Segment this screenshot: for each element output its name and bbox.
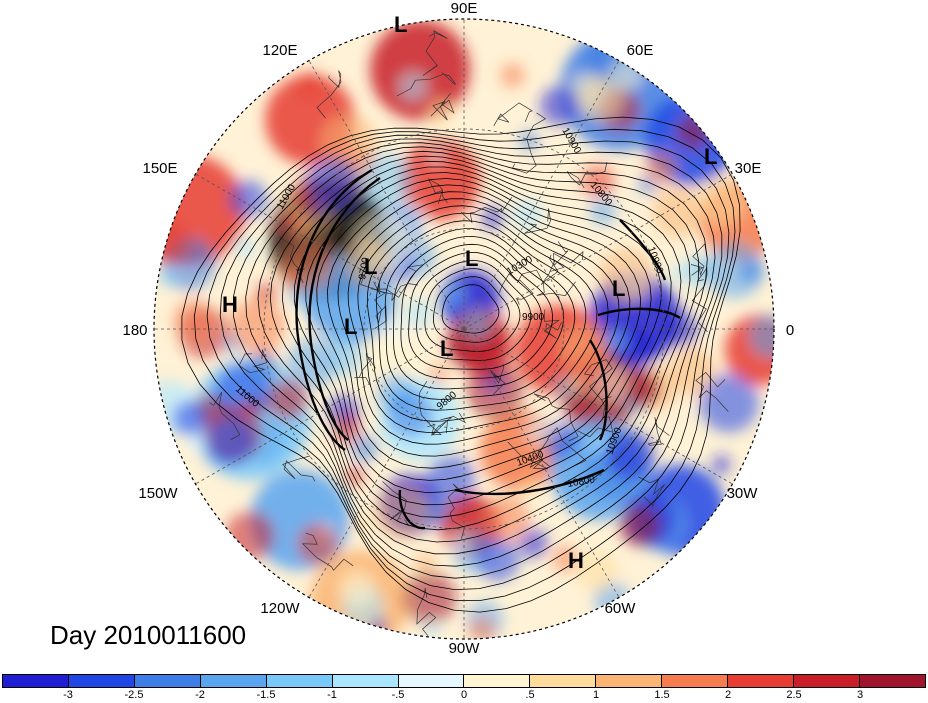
colorbar-swatch — [794, 675, 860, 687]
contour-label: 9900 — [522, 312, 545, 323]
colorbar-tick-label: -2 — [195, 689, 205, 701]
colorbar-tick-label: 2.5 — [786, 689, 802, 701]
longitude-label: 150E — [142, 160, 178, 177]
colorbar-tick-label: 1 — [592, 689, 600, 701]
colorbar-swatch — [3, 675, 69, 687]
colorbar-swatch — [134, 675, 201, 687]
colorbar-swatch — [530, 675, 597, 687]
colorbar-tick-label: -2.5 — [124, 689, 144, 701]
colorbar-swatch — [728, 675, 795, 687]
colorbar-tick-label: -1.5 — [256, 689, 276, 701]
contour-label: 9700 — [357, 256, 372, 280]
low-pressure-label: L — [364, 254, 378, 279]
longitude-label: 90W — [448, 640, 480, 657]
longitude-label: 0 — [785, 322, 795, 339]
colorbar-swatch — [464, 675, 531, 687]
colorbar-tick-label: 1.5 — [654, 689, 670, 701]
low-pressure-label: L — [704, 144, 718, 169]
colorbar-tick-label: -3 — [63, 689, 73, 701]
colorbar-labels: -3 -2.5 -2 -1.5 -1 -.5 0 .5 1 1.5 2 2.5 3 — [0, 689, 928, 703]
high-pressure-label: H — [568, 548, 584, 573]
longitude-label: 150W — [138, 485, 178, 502]
colorbar-tick-label: .5 — [525, 689, 535, 701]
longitude-label: 30E — [734, 160, 762, 177]
low-pressure-label: L — [344, 314, 358, 339]
low-pressure-label: L — [612, 276, 626, 301]
colorbar-swatch — [332, 675, 399, 687]
colorbar-swatch — [662, 675, 729, 687]
longitude-label: 90E — [450, 0, 478, 17]
low-pressure-label: L — [394, 12, 408, 37]
longitude-label: 60E — [626, 42, 654, 59]
low-pressure-label: L — [440, 336, 454, 361]
longitude-label: 120E — [262, 42, 298, 59]
map-boundary — [153, 18, 775, 640]
longitude-label: 180 — [122, 322, 148, 339]
high-pressure-label: H — [222, 292, 238, 317]
colorbar-tick-label: 2 — [724, 689, 732, 701]
colorbar-tick-label: -.5 — [391, 689, 405, 701]
longitude-label: 120W — [260, 600, 300, 617]
colorbar-swatch — [266, 675, 333, 687]
colorbar-tick-label: 0 — [460, 689, 468, 701]
colorbar-swatch — [859, 675, 925, 687]
longitude-label: 60W — [604, 600, 636, 617]
low-pressure-label: L — [465, 246, 479, 271]
colorbar-swatch — [200, 675, 267, 687]
colorbar — [2, 674, 926, 688]
contour-label: 10800 — [567, 474, 597, 490]
colorbar-tick-label: 3 — [856, 689, 864, 701]
date-title: Day 2010011600 — [50, 620, 247, 650]
longitude-label: 30W — [726, 485, 758, 502]
colorbar-swatch — [596, 675, 663, 687]
colorbar-swatch — [398, 675, 465, 687]
anomaly-field — [154, 19, 774, 639]
colorbar-tick-label: -1 — [327, 689, 337, 701]
colorbar-swatch — [68, 675, 135, 687]
